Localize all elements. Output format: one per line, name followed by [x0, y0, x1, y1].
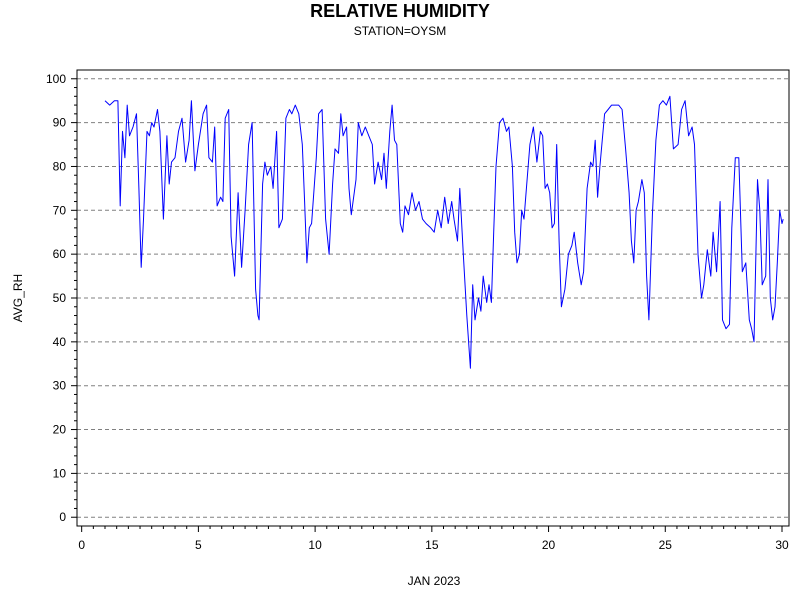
y-axis: 0 10 20 30 40 50 60 70 80 90 100 — [46, 72, 77, 524]
x-tick-label: 30 — [775, 538, 789, 552]
x-tick-label: 20 — [542, 538, 556, 552]
y-tick-label: 60 — [53, 247, 67, 261]
y-axis-label: AVG_RH — [11, 274, 25, 322]
x-axis: 0 5 10 15 20 25 30 — [78, 526, 789, 552]
y-tick-label: 50 — [53, 291, 67, 305]
y-tick-label: 10 — [53, 466, 67, 480]
y-tick-label: 70 — [53, 203, 67, 217]
y-tick-label: 30 — [53, 379, 67, 393]
y-tick-label: 0 — [59, 510, 66, 524]
x-tick-label: 15 — [425, 538, 439, 552]
series-layer — [104, 95, 784, 369]
x-tick-label: 5 — [195, 538, 202, 552]
y-tick-label: 20 — [53, 423, 67, 437]
x-tick-label: 0 — [78, 538, 85, 552]
y-tick-label: 90 — [53, 116, 67, 130]
chart-title: RELATIVE HUMIDITY — [310, 1, 490, 21]
series-line — [104, 95, 784, 369]
y-tick-label: 80 — [53, 159, 67, 173]
x-axis-label: JAN 2023 — [408, 574, 461, 588]
chart-subtitle: STATION=OYSM — [354, 24, 447, 38]
y-tick-label: 40 — [53, 335, 67, 349]
x-tick-label: 10 — [308, 538, 322, 552]
x-tick-label: 25 — [659, 538, 673, 552]
y-tick-label: 100 — [46, 72, 66, 86]
